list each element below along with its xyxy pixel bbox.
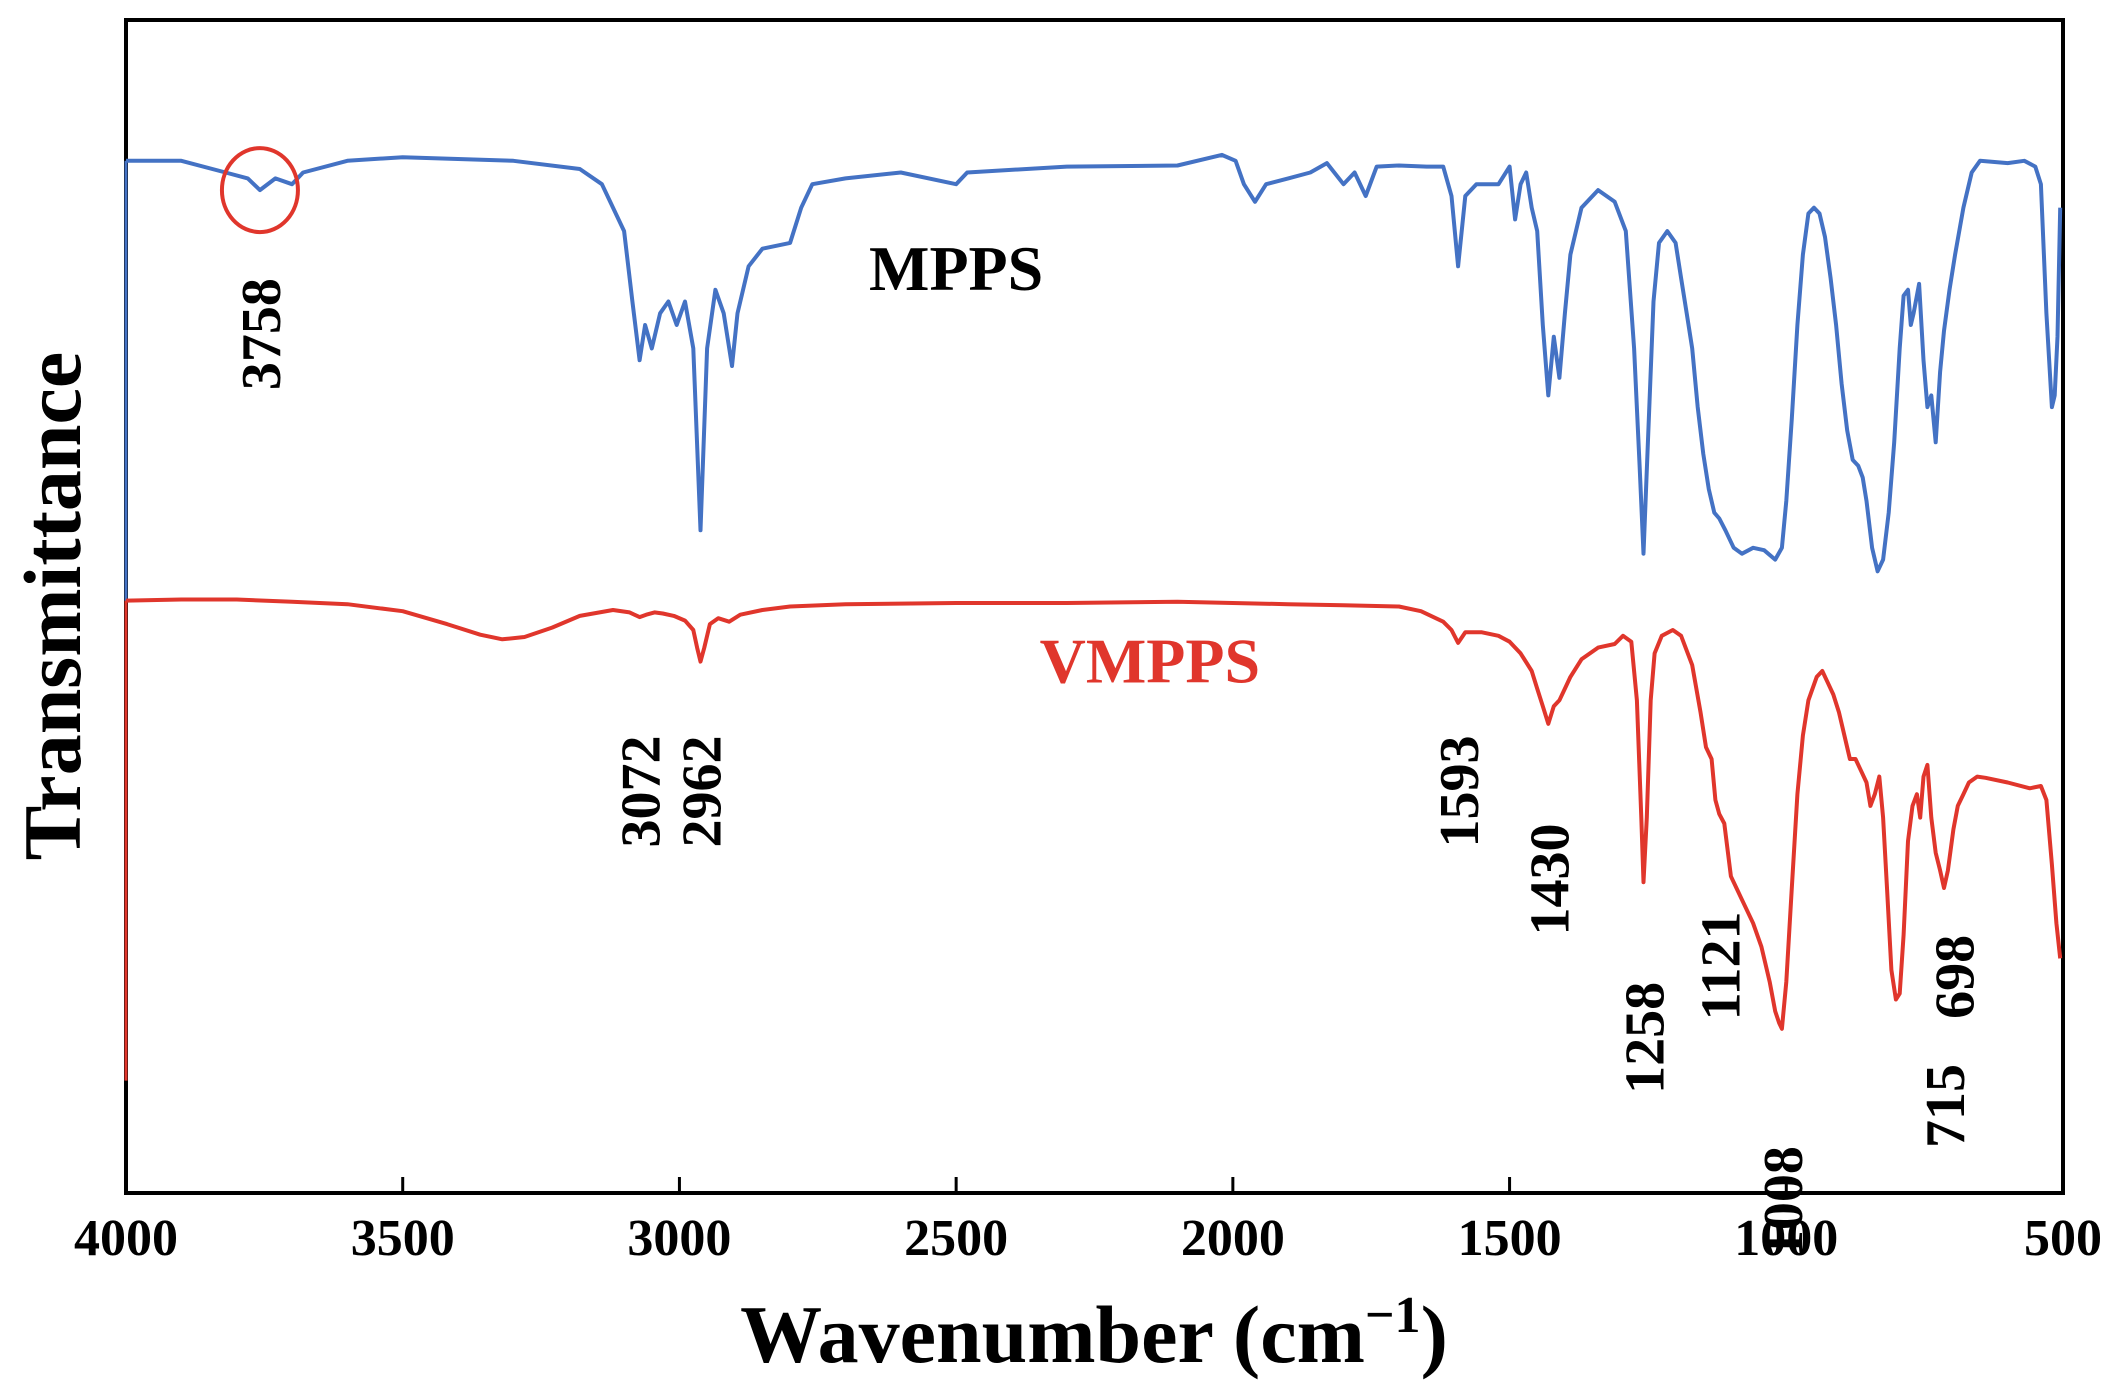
- x-axis-title-close: ): [1421, 1289, 1448, 1380]
- peak-label: 3072: [611, 736, 673, 848]
- peak-label: 715: [1915, 1064, 1977, 1148]
- series-line-mpps: [126, 152, 2063, 574]
- x-axis-title-superscript: −1: [1365, 1287, 1421, 1344]
- x-tick-label: 3500: [351, 1210, 455, 1267]
- peak-label: 698: [1924, 935, 1986, 1019]
- x-tick-label: 1000: [1734, 1210, 1838, 1267]
- peak-label: 1258: [1615, 982, 1677, 1094]
- x-tick-label: 2000: [1181, 1210, 1285, 1267]
- x-axis-ticks: 4000 3500 3000 2500 2000 1500 1000 500: [74, 1177, 2102, 1267]
- x-tick-label: 3000: [627, 1210, 731, 1267]
- series-line-vmpps: [125, 597, 2063, 1031]
- peak-label: 2962: [672, 736, 734, 848]
- x-tick-label: 500: [2024, 1210, 2102, 1267]
- plot-frame: [124, 18, 2065, 1195]
- series-layer: MPPS VMPPS: [124, 152, 2063, 1081]
- series-label-mpps: MPPS: [869, 233, 1043, 304]
- x-tick-label: 2500: [904, 1210, 1008, 1267]
- x-axis-title-text: Wavenumber (cm: [740, 1289, 1365, 1380]
- peak-label: 3758: [231, 278, 293, 390]
- highlight-circle: [219, 146, 300, 235]
- series-label-vmpps: VMPPS: [1040, 626, 1260, 697]
- peak-label: 1008: [1753, 1146, 1815, 1258]
- y-axis-title: Transmittance: [7, 352, 98, 861]
- peak-label: 1430: [1519, 824, 1581, 936]
- peak-label: 1121: [1690, 912, 1752, 1021]
- x-axis-title: Wavenumber (cm−1): [740, 1287, 1448, 1380]
- peak-label: 1593: [1429, 736, 1491, 848]
- x-tick-label: 1500: [1458, 1210, 1562, 1267]
- x-tick-label: 4000: [74, 1210, 178, 1267]
